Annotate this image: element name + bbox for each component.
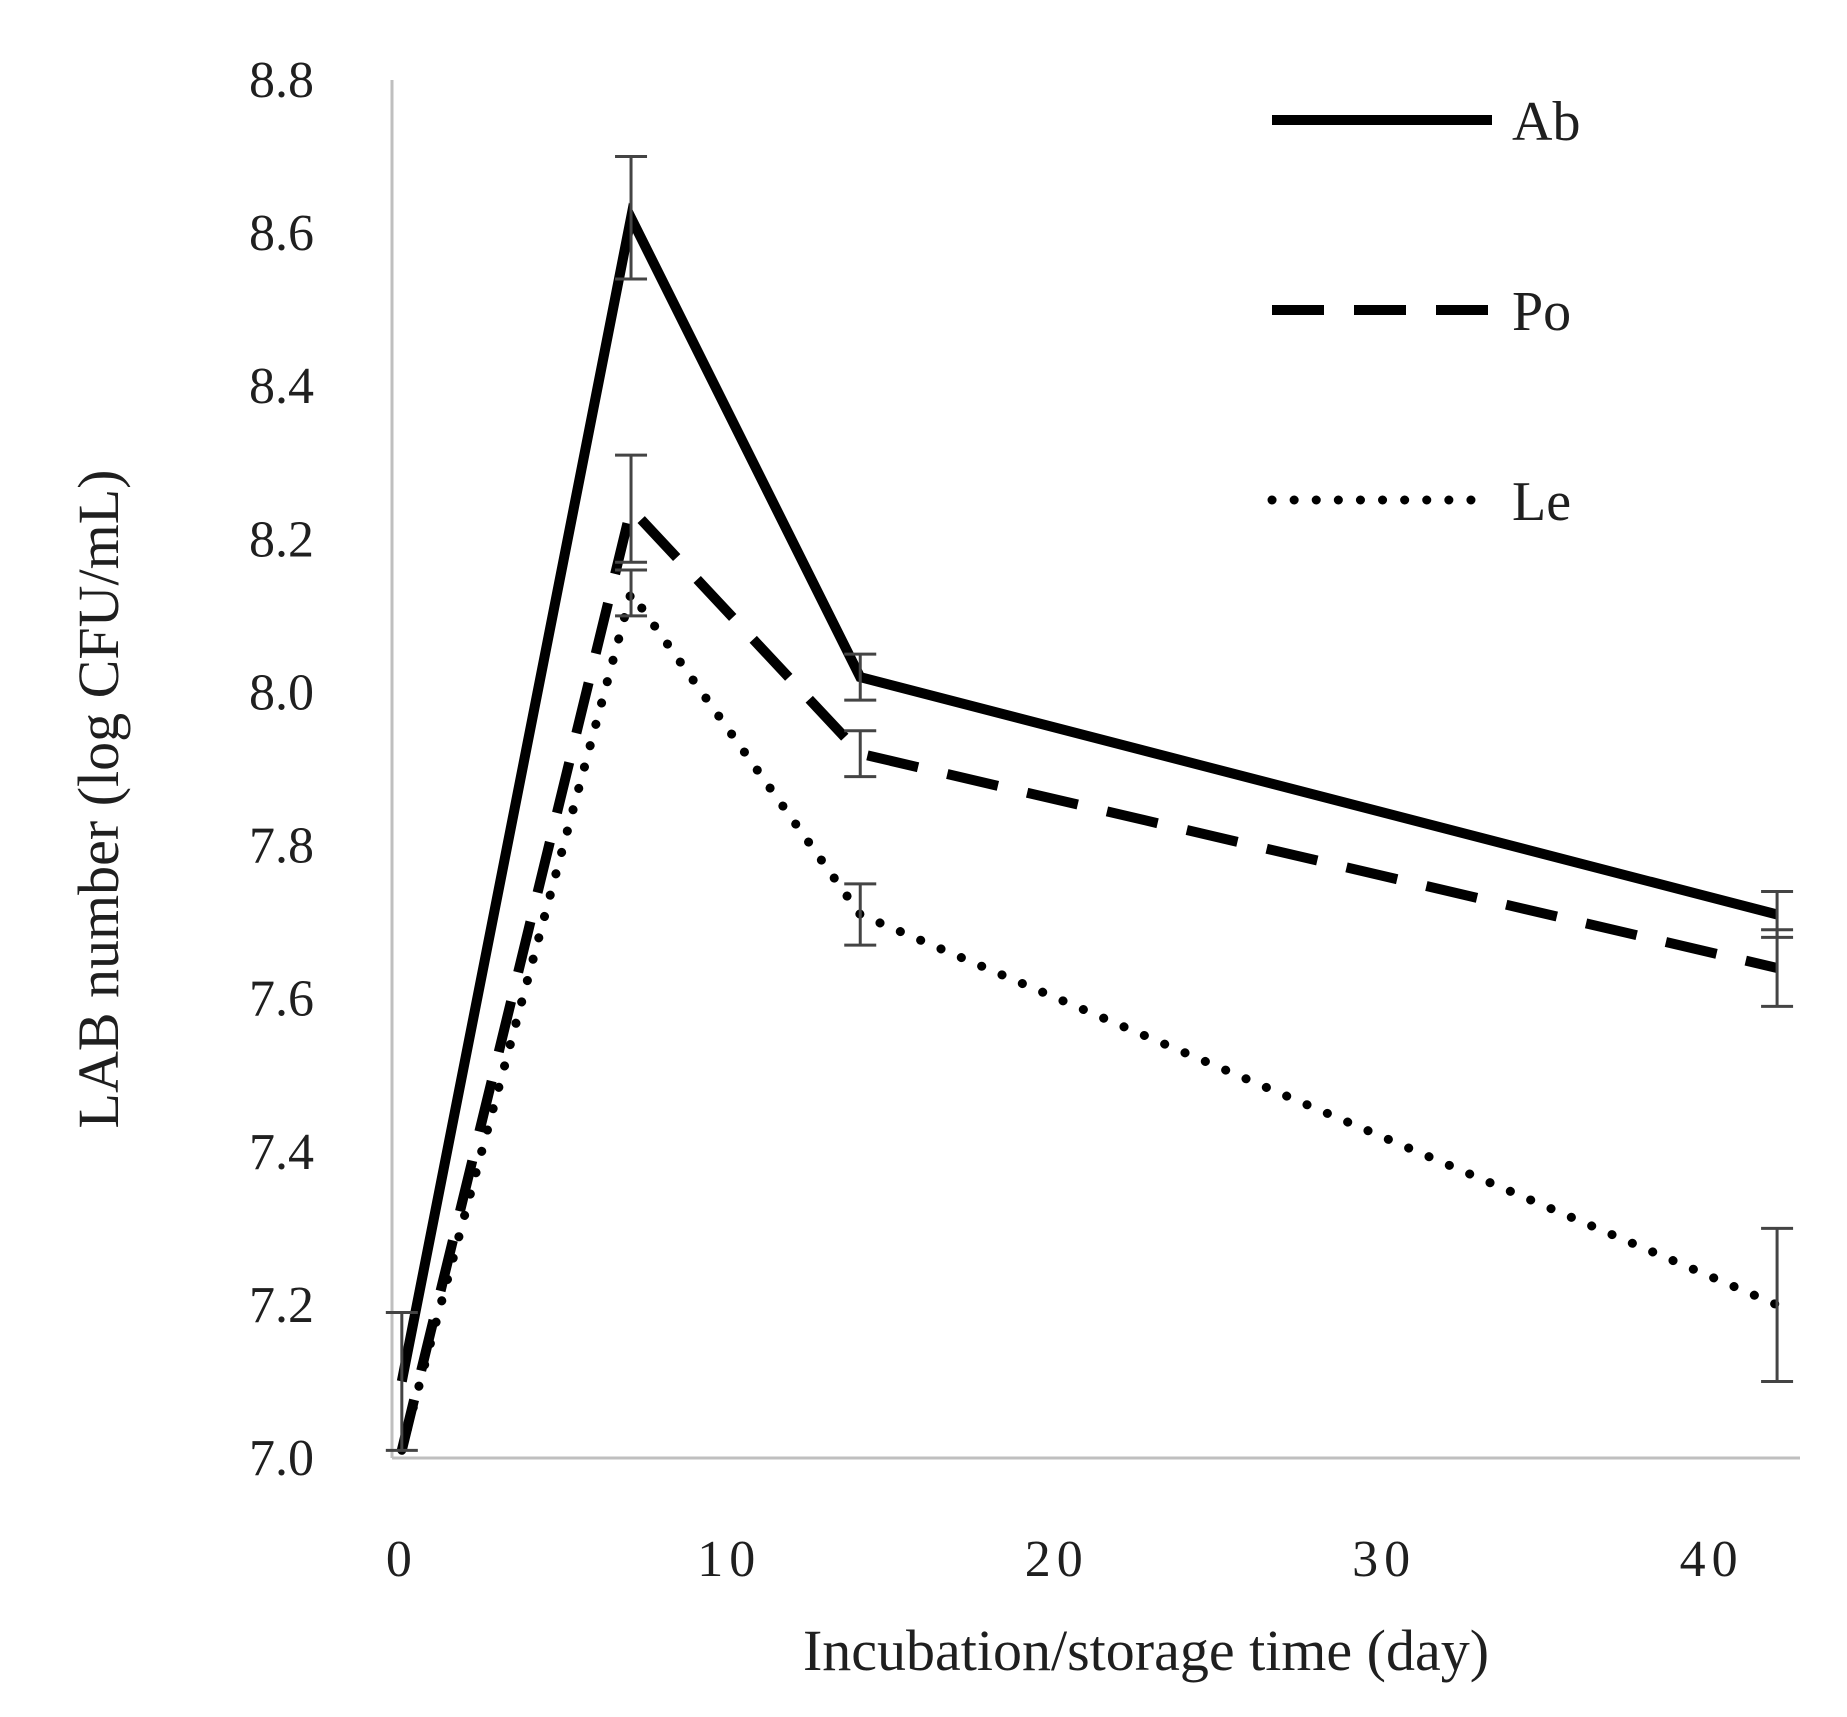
x-axis-title: Incubation/storage time (day) <box>803 1618 1489 1683</box>
error-bar-le <box>844 882 877 947</box>
series-line-le <box>397 582 1782 1455</box>
legend-label: Le <box>1512 471 1571 533</box>
legend-label: Po <box>1512 281 1571 343</box>
y-tick-label: 7.8 <box>249 818 314 875</box>
legend-item-po: Po <box>1272 281 1571 343</box>
y-tick-label: 8.8 <box>249 52 314 109</box>
y-tick-label: 8.2 <box>249 511 314 568</box>
error-bar-ab <box>844 652 877 702</box>
error-bar-le <box>1761 1226 1794 1383</box>
error-bar-po <box>844 729 877 779</box>
x-tick-label: 20 <box>1025 1531 1089 1588</box>
legend-label: Ab <box>1512 91 1580 153</box>
y-tick-label: 7.4 <box>249 1124 314 1181</box>
x-axis-ticks: 0 10 20 30 40 <box>386 1531 1744 1588</box>
y-tick-label: 7.2 <box>249 1277 314 1334</box>
legend-item-le: Le <box>1267 471 1571 533</box>
error-bars <box>385 155 1794 1452</box>
legend-item-ab: Ab <box>1272 91 1580 153</box>
series-line-ab <box>396 202 1779 1383</box>
error-bar-po <box>615 453 648 564</box>
y-axis-ticks: 7.0 7.2 7.4 7.6 7.8 8.0 8.2 8.4 8.6 8.8 <box>249 52 314 1487</box>
axes <box>390 80 1800 1460</box>
x-tick-label: 30 <box>1352 1531 1416 1588</box>
x-tick-label: 40 <box>1680 1531 1744 1588</box>
error-bar-le <box>615 568 648 618</box>
y-tick-label: 8.0 <box>249 664 314 721</box>
y-tick-label: 8.4 <box>249 358 314 415</box>
y-tick-label: 7.0 <box>249 1430 314 1487</box>
legend: Ab Po Le <box>1267 91 1580 533</box>
error-bar-po <box>1761 928 1794 1008</box>
y-tick-label: 7.6 <box>249 971 314 1028</box>
error-bar-ab <box>385 1311 418 1452</box>
y-axis-title: LAB number (log CFU/mL) <box>66 470 131 1129</box>
x-tick-label: 0 <box>386 1531 418 1588</box>
y-tick-label: 8.6 <box>249 205 314 262</box>
series-group <box>396 202 1782 1455</box>
error-bar-ab <box>615 155 648 281</box>
x-tick-label: 10 <box>697 1531 761 1588</box>
